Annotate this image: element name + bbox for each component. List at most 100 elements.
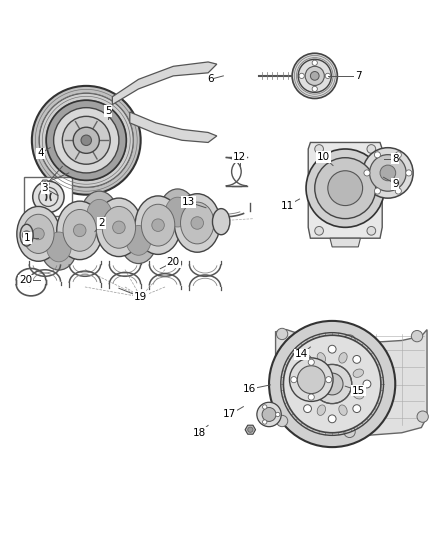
Text: 16: 16 <box>243 384 256 394</box>
Circle shape <box>370 155 406 191</box>
Circle shape <box>325 73 330 78</box>
Circle shape <box>315 227 323 235</box>
Circle shape <box>32 86 141 195</box>
Ellipse shape <box>180 202 214 244</box>
Text: 20: 20 <box>19 276 32 286</box>
Circle shape <box>74 224 86 237</box>
Circle shape <box>363 380 371 388</box>
Ellipse shape <box>212 208 230 235</box>
Text: 1: 1 <box>24 233 31 243</box>
Ellipse shape <box>301 369 311 377</box>
Circle shape <box>304 356 311 364</box>
Circle shape <box>43 182 47 186</box>
Circle shape <box>22 231 31 239</box>
Ellipse shape <box>339 353 347 363</box>
Circle shape <box>367 227 376 235</box>
Ellipse shape <box>165 197 190 227</box>
Circle shape <box>297 366 325 393</box>
Circle shape <box>191 217 204 229</box>
Circle shape <box>257 402 281 426</box>
Circle shape <box>33 181 64 213</box>
Circle shape <box>321 373 343 395</box>
Text: 10: 10 <box>317 152 330 162</box>
Text: 17: 17 <box>223 409 237 419</box>
Ellipse shape <box>301 391 311 399</box>
Ellipse shape <box>135 196 181 254</box>
Circle shape <box>367 144 376 154</box>
Bar <box>25 177 72 216</box>
Circle shape <box>292 53 337 99</box>
Text: 6: 6 <box>207 75 214 84</box>
Circle shape <box>315 158 376 219</box>
Ellipse shape <box>126 225 151 255</box>
Ellipse shape <box>46 232 71 262</box>
Ellipse shape <box>87 199 112 229</box>
Polygon shape <box>308 142 382 238</box>
Circle shape <box>262 405 267 409</box>
Circle shape <box>305 66 324 85</box>
Ellipse shape <box>102 206 136 248</box>
Circle shape <box>395 152 401 158</box>
Circle shape <box>312 60 318 66</box>
Ellipse shape <box>174 193 220 252</box>
Circle shape <box>406 170 412 176</box>
Ellipse shape <box>57 201 102 260</box>
Ellipse shape <box>81 191 117 237</box>
Ellipse shape <box>353 391 364 399</box>
Circle shape <box>312 86 318 92</box>
Circle shape <box>374 188 381 194</box>
Text: 18: 18 <box>193 428 206 438</box>
Circle shape <box>62 116 110 164</box>
Text: 9: 9 <box>392 179 399 189</box>
Circle shape <box>276 328 288 340</box>
Circle shape <box>315 144 323 154</box>
Circle shape <box>53 108 119 173</box>
Text: 13: 13 <box>182 197 195 207</box>
Text: 5: 5 <box>105 106 111 116</box>
Ellipse shape <box>317 405 325 415</box>
Circle shape <box>248 427 253 432</box>
Circle shape <box>299 73 304 78</box>
Circle shape <box>298 59 331 92</box>
Text: 8: 8 <box>392 154 399 164</box>
Circle shape <box>306 149 385 228</box>
Circle shape <box>32 228 44 240</box>
Text: 14: 14 <box>295 350 308 359</box>
Ellipse shape <box>159 189 196 235</box>
Polygon shape <box>41 180 49 188</box>
Circle shape <box>293 380 301 388</box>
Circle shape <box>311 71 319 80</box>
Ellipse shape <box>339 405 347 415</box>
Circle shape <box>308 359 314 365</box>
Text: 19: 19 <box>134 292 147 302</box>
Ellipse shape <box>317 353 325 363</box>
Circle shape <box>39 93 133 187</box>
Circle shape <box>411 330 423 342</box>
Circle shape <box>81 135 92 146</box>
Ellipse shape <box>353 369 364 377</box>
Circle shape <box>328 415 336 423</box>
Text: 11: 11 <box>281 200 294 211</box>
Circle shape <box>363 148 413 198</box>
Text: 20: 20 <box>167 257 180 267</box>
Circle shape <box>262 408 276 422</box>
Circle shape <box>276 413 280 417</box>
Circle shape <box>353 356 361 364</box>
Polygon shape <box>276 329 427 435</box>
Ellipse shape <box>120 217 157 263</box>
Circle shape <box>262 420 267 424</box>
Ellipse shape <box>17 206 60 261</box>
Circle shape <box>269 321 395 447</box>
Circle shape <box>344 426 355 438</box>
Ellipse shape <box>96 198 142 256</box>
Circle shape <box>395 188 401 194</box>
Circle shape <box>46 100 126 180</box>
Circle shape <box>283 335 381 433</box>
Polygon shape <box>245 425 255 434</box>
Text: 15: 15 <box>352 385 365 395</box>
Polygon shape <box>330 238 360 247</box>
Circle shape <box>73 127 99 154</box>
Ellipse shape <box>41 224 77 270</box>
Circle shape <box>276 415 288 426</box>
Circle shape <box>344 335 355 346</box>
